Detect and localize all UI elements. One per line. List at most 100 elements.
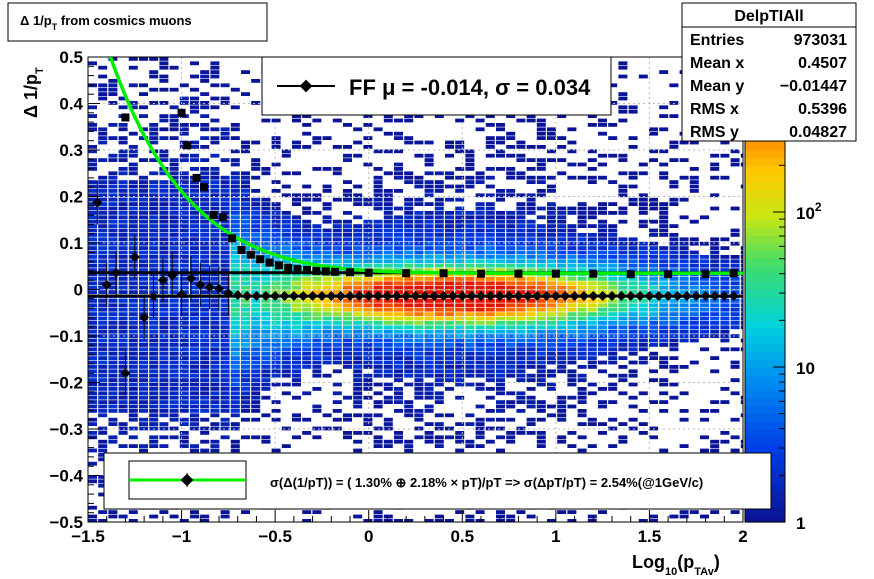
- heatmap-cell: [322, 136, 332, 140]
- heatmap-cell: [475, 351, 485, 356]
- heatmap-cell: [292, 325, 301, 330]
- heatmap-cell: [98, 211, 108, 215]
- heatmap-cell: [159, 435, 169, 440]
- heatmap-cell: [547, 215, 556, 220]
- heatmap-cell: [496, 409, 505, 413]
- heatmap-cell: [567, 281, 577, 286]
- heatmap-cell: [608, 351, 618, 356]
- heatmap-cell: [394, 519, 403, 522]
- heatmap-cell: [210, 105, 220, 110]
- heatmap-cell: [710, 316, 720, 321]
- heatmap-cell: [373, 351, 383, 356]
- heatmap-cell: [557, 299, 567, 303]
- heatmap-cell: [169, 382, 179, 387]
- heatmap-cell: [700, 347, 709, 352]
- heatmap-cell: [373, 510, 383, 514]
- heatmap-cell: [689, 219, 699, 224]
- heatmap-cell: [149, 391, 159, 396]
- heatmap-cell: [363, 338, 373, 343]
- heatmap-cell: [98, 316, 108, 321]
- heatmap-cell: [363, 351, 373, 356]
- heatmap-cell: [547, 382, 556, 387]
- heatmap-cell: [587, 263, 597, 268]
- heatmap-cell: [628, 263, 638, 268]
- heatmap-cell: [649, 329, 658, 334]
- heatmap-cell: [404, 347, 414, 352]
- heatmap-cell: [536, 268, 546, 272]
- heatmap-cell: [118, 378, 128, 382]
- heatmap-cell: [628, 303, 638, 308]
- heatmap-cell: [159, 228, 169, 233]
- heatmap-cell: [465, 224, 475, 228]
- heatmap-cell: [149, 514, 159, 519]
- heatmap-cell: [179, 299, 189, 303]
- heatmap-cell: [455, 356, 465, 360]
- heatmap-cell: [98, 189, 108, 193]
- sigma-point: [321, 267, 330, 276]
- heatmap-cell: [679, 285, 689, 290]
- heatmap-cell: [332, 224, 342, 228]
- heatmap-cell: [485, 281, 495, 286]
- heatmap-cell: [455, 259, 465, 264]
- heatmap-cell: [98, 510, 108, 514]
- heatmap-cell: [679, 316, 689, 321]
- heatmap-cell: [292, 228, 301, 233]
- heatmap-cell: [210, 268, 220, 272]
- heatmap-cell: [200, 105, 210, 110]
- heatmap-cell: [139, 325, 148, 330]
- heatmap-cell: [414, 184, 424, 189]
- heatmap-cell: [618, 268, 628, 272]
- heatmap-cell: [118, 285, 128, 290]
- heatmap-cell: [118, 431, 128, 435]
- heatmap-cell: [200, 136, 210, 140]
- heatmap-cell: [404, 373, 414, 378]
- heatmap-cell: [414, 369, 424, 374]
- heatmap-cell: [353, 360, 363, 365]
- heatmap-cell: [404, 171, 414, 176]
- heatmap-cell: [434, 290, 444, 294]
- heatmap-cell: [475, 228, 485, 233]
- heatmap-cell: [251, 329, 261, 334]
- heatmap-cell: [475, 211, 485, 215]
- heatmap-cell: [159, 193, 169, 198]
- heatmap-cell: [414, 316, 424, 321]
- heatmap-cell: [710, 268, 720, 272]
- heatmap-cell: [577, 387, 587, 391]
- heatmap-cell: [363, 519, 373, 522]
- heatmap-cell: [557, 439, 567, 444]
- heatmap-cell: [322, 303, 332, 308]
- palette-step: [745, 436, 785, 446]
- heatmap-cell: [628, 277, 638, 281]
- heatmap-cell: [220, 285, 230, 290]
- heatmap-cell: [108, 158, 118, 162]
- heatmap-cell: [271, 250, 281, 255]
- heatmap-cell: [475, 365, 485, 369]
- heatmap-cell: [455, 140, 465, 145]
- heatmap-cell: [598, 224, 607, 228]
- heatmap-cell: [730, 417, 740, 422]
- heatmap-cell: [577, 303, 587, 308]
- heatmap-cell: [210, 228, 220, 233]
- heatmap-cell: [445, 316, 454, 321]
- heatmap-cell: [414, 356, 424, 360]
- heatmap-cell: [230, 149, 240, 154]
- heatmap-cell: [485, 206, 495, 211]
- heatmap-cell: [322, 347, 332, 352]
- heatmap-cell: [98, 453, 108, 457]
- heatmap-cell: [679, 409, 689, 413]
- heatmap-cell: [363, 219, 373, 224]
- heatmap-cell: [506, 237, 516, 242]
- heatmap-cell: [88, 338, 97, 343]
- heatmap-cell: [526, 167, 536, 171]
- heatmap-cell: [394, 255, 403, 259]
- heatmap-cell: [547, 228, 556, 233]
- heatmap-cell: [526, 303, 536, 308]
- heatmap-cell: [88, 435, 97, 440]
- heatmap-cell: [179, 189, 189, 193]
- heatmap-cell: [373, 202, 383, 206]
- heatmap-cell: [587, 255, 597, 259]
- heatmap-cell: [179, 378, 189, 382]
- heatmap-cell: [241, 140, 250, 145]
- heatmap-cell: [373, 400, 383, 404]
- heatmap-cell: [526, 246, 536, 250]
